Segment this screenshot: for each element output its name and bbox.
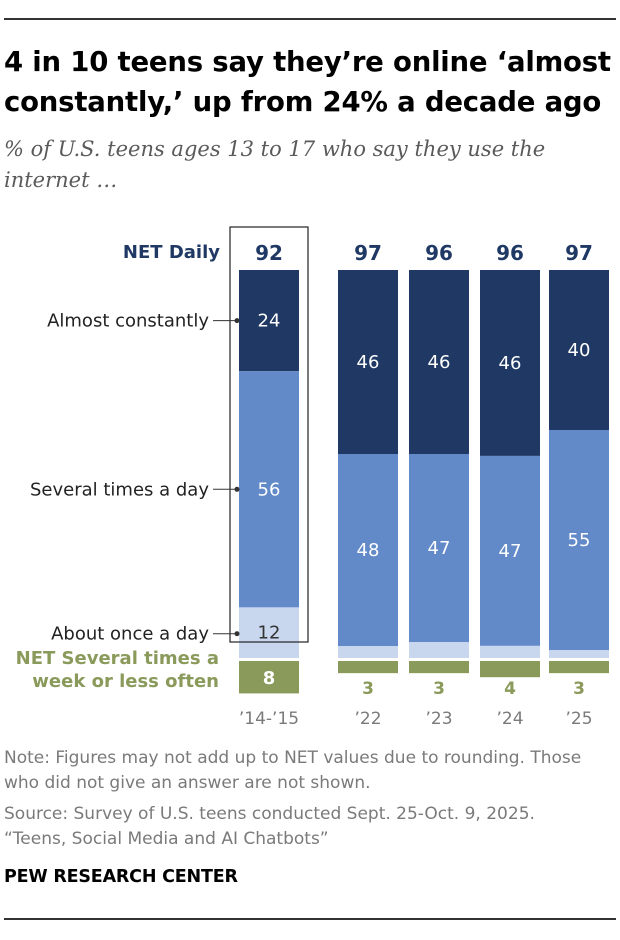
category-label: ’22 (354, 709, 381, 729)
series-label: Almost constantly (47, 311, 209, 332)
bar-segment (409, 642, 469, 658)
bar-data-label: 56 (258, 479, 281, 500)
net-weekly-bar (480, 661, 540, 678)
net-weekly-bar (409, 661, 469, 674)
series-label: About once a day (51, 624, 209, 645)
bar-data-label: 47 (428, 538, 451, 559)
net-daily-value: 97 (565, 241, 593, 265)
bar-data-label: 12 (258, 623, 281, 644)
category-label: ’23 (425, 709, 452, 729)
bar-segment (549, 430, 609, 650)
bar-data-label: 40 (568, 340, 591, 361)
chart-subtitle: % of U.S. teens ages 13 to 17 who say th… (4, 137, 546, 192)
net-daily-label: NET Daily (123, 242, 220, 263)
category-label: ’24 (496, 709, 523, 729)
category-label: ’25 (565, 709, 592, 729)
series-label: Several times a day (30, 479, 209, 500)
leader-dot (234, 318, 240, 324)
chart-source-report: “Teens, Social Media and AI Chatbots” (4, 829, 329, 849)
category-label: ’14-’15 (239, 709, 299, 729)
net-daily-value: 96 (496, 241, 524, 265)
chart-note: Note: Figures may not add up to NET valu… (4, 748, 582, 793)
net-weekly-value: 4 (504, 679, 516, 699)
net-weekly-bar (338, 661, 398, 674)
net-weekly-value: 8 (263, 668, 276, 689)
bar-segment (239, 270, 299, 372)
bar-data-label: 55 (568, 530, 591, 551)
chart-title: 4 in 10 teens say they’re online ‘almost… (4, 46, 611, 118)
net-daily-value: 96 (425, 241, 453, 265)
bar-data-label: 46 (357, 352, 380, 373)
bar-segment (239, 371, 299, 608)
net-daily-value: 92 (255, 241, 283, 265)
bar-data-label: 47 (499, 541, 522, 562)
bar-segment (549, 270, 609, 430)
leader-dot (234, 486, 240, 492)
net-weekly-bar (239, 661, 299, 694)
bar-data-label: 46 (428, 352, 451, 373)
bar-segment (338, 646, 398, 658)
bottom-rule (4, 918, 616, 920)
bar-segment (239, 607, 299, 658)
highlight-box (229, 226, 309, 643)
chart-source: Source: Survey of U.S. teens conducted S… (4, 804, 535, 824)
bar-segment (549, 650, 609, 658)
net-daily-value: 97 (354, 241, 382, 265)
bar-segment (409, 454, 469, 642)
leader-dot (234, 631, 240, 637)
bar-data-label: 48 (357, 540, 380, 561)
bar-segment (338, 454, 398, 646)
bar-segment (338, 270, 398, 454)
bar-segment (480, 645, 540, 658)
net-weekly-bar (549, 661, 609, 674)
bar-data-label: 46 (499, 353, 522, 374)
stacked-bar-chart: 92 24 56 12 8 ’14-’15 Almost constantly Several… (16, 226, 609, 729)
pew-credit: PEW RESEARCH CENTER (4, 867, 238, 887)
net-weekly-label: NET Several times a week or less often (16, 648, 219, 692)
net-weekly-value: 3 (362, 679, 374, 699)
net-weekly-value: 3 (433, 679, 445, 699)
top-rule (4, 18, 616, 20)
bar-segment (480, 270, 540, 456)
bar-segment (409, 270, 469, 454)
bar-segment (480, 455, 540, 646)
net-weekly-value: 3 (573, 679, 585, 699)
bar-data-label: 24 (258, 311, 281, 332)
